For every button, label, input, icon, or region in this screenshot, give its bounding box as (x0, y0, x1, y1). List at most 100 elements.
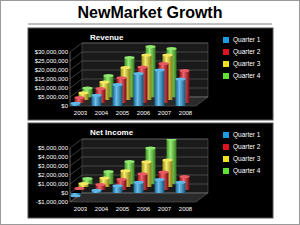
grid-line (70, 139, 208, 148)
bar (113, 84, 123, 106)
bar-cap (71, 102, 81, 105)
bar-cap (176, 181, 186, 184)
bar-cap (125, 56, 135, 59)
chart-panel (28, 123, 273, 218)
bar-cap (180, 175, 190, 178)
bar-cap (121, 169, 131, 172)
bar-cap (92, 189, 102, 192)
y-tick-label: $30,000,000 (35, 49, 69, 55)
bar-cap (138, 66, 148, 69)
y-tick-label: -$1,000,000 (36, 199, 69, 205)
chart: Revenue$0$5,000,000$10,000,000$15,000,00… (28, 28, 273, 120)
legend-swatch (223, 49, 229, 55)
slide: NewMarket GrowthRevenue$0$5,000,000$10,0… (0, 0, 300, 225)
chart-panel (28, 28, 273, 120)
bar-cap (83, 87, 93, 90)
legend-swatch (223, 132, 229, 138)
legend-label: Quarter 3 (233, 60, 261, 68)
legend-label: Quarter 4 (233, 72, 261, 80)
y-tick-label: $5,000,000 (38, 145, 69, 151)
bar (92, 95, 102, 106)
bar (134, 182, 144, 193)
y-tick-label: $2,000,000 (38, 172, 69, 178)
x-tick-label: 2008 (179, 206, 193, 212)
bar-cap (75, 187, 85, 190)
bar-cap (96, 87, 106, 90)
y-tick-label: $25,000,000 (35, 58, 69, 64)
bar-cap (117, 178, 127, 181)
x-tick-label: 2007 (158, 110, 172, 116)
legend-label: Quarter 3 (233, 155, 261, 163)
legend-swatch (223, 144, 229, 150)
legend-label: Quarter 2 (233, 48, 261, 56)
bar-cap (117, 76, 127, 79)
bar (176, 182, 186, 193)
bar-cap (104, 74, 114, 77)
bar-cap (125, 160, 135, 163)
y-tick-label: $5,000,000 (38, 94, 69, 100)
bar-cap (167, 47, 177, 50)
bar (155, 70, 165, 106)
y-tick-label: $10,000,000 (35, 85, 69, 91)
bars (71, 139, 190, 197)
grid-line (70, 166, 208, 175)
bar (134, 74, 144, 106)
bar-cap (159, 62, 169, 65)
bar-cap (104, 170, 114, 173)
bar-cap (79, 182, 89, 185)
x-tick-label: 2006 (137, 206, 151, 212)
grid-line (70, 52, 208, 61)
bar-cap (75, 96, 85, 99)
floor (70, 193, 208, 202)
bar-cap (96, 183, 106, 186)
y-tick-label: $1,000,000 (38, 181, 69, 187)
x-tick-label: 2003 (74, 206, 88, 212)
chart-title: Net Income (90, 128, 134, 137)
bar-cap (134, 181, 144, 184)
bar-cap (180, 69, 190, 72)
legend-label: Quarter 1 (233, 36, 261, 44)
y-axis (70, 148, 71, 202)
bar-cap (92, 94, 102, 97)
grid-line (70, 43, 208, 52)
bar-cap (113, 184, 123, 187)
legend-label: Quarter 4 (233, 167, 261, 175)
x-tick-label: 2006 (137, 110, 151, 116)
legend-label: Quarter 2 (233, 143, 261, 151)
bar-cap (100, 177, 110, 180)
bar-cap (176, 78, 186, 81)
x-tick-label: 2008 (179, 110, 193, 116)
slide-border (1, 1, 300, 225)
x-tick-label: 2007 (158, 206, 172, 212)
bar-cap (121, 66, 131, 69)
y-axis (70, 52, 71, 106)
legend-label: Quarter 1 (233, 131, 261, 139)
y-tick-label: $15,000,000 (35, 76, 69, 82)
y-tick-label: $0 (61, 103, 68, 109)
y-tick-label: $0 (61, 190, 68, 196)
grid-line (70, 157, 208, 166)
title-rule (28, 24, 272, 25)
bar-cap (146, 45, 156, 48)
bar-cap (113, 83, 123, 86)
x-tick-label: 2003 (74, 110, 88, 116)
bar-cap (79, 91, 89, 94)
bar-cap (163, 159, 173, 162)
x-tick-label: 2005 (116, 206, 130, 212)
bar-cap (146, 147, 156, 150)
grid-line (70, 148, 208, 157)
y-tick-label: $20,000,000 (35, 67, 69, 73)
bars (71, 45, 190, 106)
bar-cap (83, 177, 93, 180)
bar-cap (155, 69, 165, 72)
bar-cap (134, 72, 144, 75)
bar-cap (142, 54, 152, 57)
y-tick-label: $4,000,000 (38, 154, 69, 160)
legend-swatch (223, 168, 229, 174)
legend-swatch (223, 73, 229, 79)
y-tick-label: $3,000,000 (38, 163, 69, 169)
legend-swatch (223, 61, 229, 67)
bar-cap (159, 171, 169, 174)
x-tick-label: 2004 (95, 110, 109, 116)
bar (155, 180, 165, 194)
